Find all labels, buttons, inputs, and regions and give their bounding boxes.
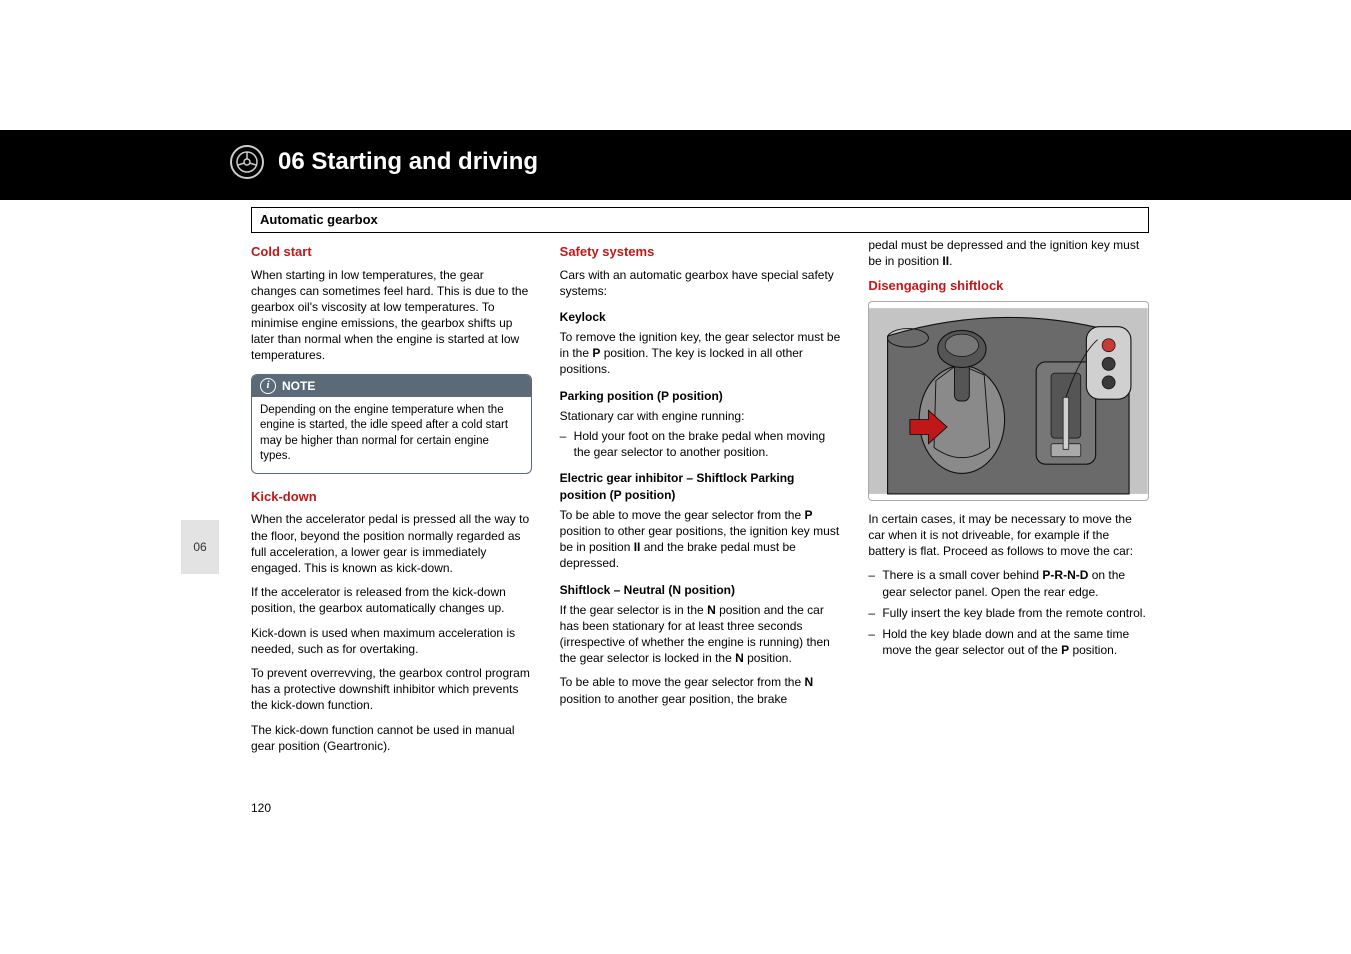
- list: There is a small cover behind P-R-N-D on…: [868, 567, 1149, 658]
- list-item: Hold the key blade down and at the same …: [868, 626, 1149, 658]
- side-tab: 06: [181, 520, 219, 574]
- section-bar: Automatic gearbox: [251, 207, 1149, 233]
- info-icon: i: [260, 378, 276, 394]
- heading-shiftlock-n: Shiftlock – Neutral (N position): [560, 582, 841, 598]
- para: Kick-down is used when maximum accelerat…: [251, 625, 532, 657]
- chapter-header: 06 Starting and driving: [230, 145, 538, 179]
- para: The kick-down function cannot be used in…: [251, 722, 532, 754]
- list-item: Hold your foot on the brake pedal when m…: [560, 428, 841, 460]
- heading-keylock: Keylock: [560, 309, 841, 325]
- heading-shiftlock-p: Electric gear inhibitor – Shiftlock Park…: [560, 470, 841, 502]
- steering-wheel-icon: [230, 145, 264, 179]
- heading-safety: Safety systems: [560, 243, 841, 261]
- heading-disengage: Disengaging shiftlock: [868, 277, 1149, 295]
- para: To remove the ignition key, the gear sel…: [560, 329, 841, 378]
- para: If the accelerator is released from the …: [251, 584, 532, 616]
- list-item: There is a small cover behind P-R-N-D on…: [868, 567, 1149, 599]
- para: To be able to move the gear selector fro…: [560, 674, 841, 706]
- para: If the gear selector is in the N positio…: [560, 602, 841, 667]
- note-box: i NOTE Depending on the engine temperatu…: [251, 374, 532, 474]
- para: When the accelerator pedal is pressed al…: [251, 511, 532, 576]
- para: In certain cases, it may be necessary to…: [868, 511, 1149, 560]
- para: pedal must be depressed and the ignition…: [868, 237, 1149, 269]
- chapter-banner: [0, 130, 1351, 200]
- para: To prevent overrevving, the gearbox cont…: [251, 665, 532, 714]
- column-1: Cold start When starting in low temperat…: [251, 237, 532, 762]
- heading-parking: Parking position (P position): [560, 388, 841, 404]
- content-grid: Cold start When starting in low temperat…: [251, 237, 1149, 762]
- para: To be able to move the gear selector fro…: [560, 507, 841, 572]
- note-header: i NOTE: [252, 375, 531, 397]
- note-body: Depending on the engine temperature when…: [252, 397, 531, 473]
- column-2: Safety systems Cars with an automatic ge…: [560, 237, 841, 762]
- note-label: NOTE: [282, 378, 315, 394]
- column-3: pedal must be depressed and the ignition…: [868, 237, 1149, 762]
- page-number: 120: [251, 800, 271, 816]
- para: When starting in low temperatures, the g…: [251, 267, 532, 364]
- heading-kickdown: Kick-down: [251, 488, 532, 506]
- para: Stationary car with engine running:: [560, 408, 841, 424]
- chapter-title: 06 Starting and driving: [278, 146, 538, 178]
- heading-cold-start: Cold start: [251, 243, 532, 261]
- list: Hold your foot on the brake pedal when m…: [560, 428, 841, 460]
- para: Cars with an automatic gearbox have spec…: [560, 267, 841, 299]
- shiftlock-illustration: [868, 301, 1149, 501]
- list-item: Fully insert the key blade from the remo…: [868, 605, 1149, 621]
